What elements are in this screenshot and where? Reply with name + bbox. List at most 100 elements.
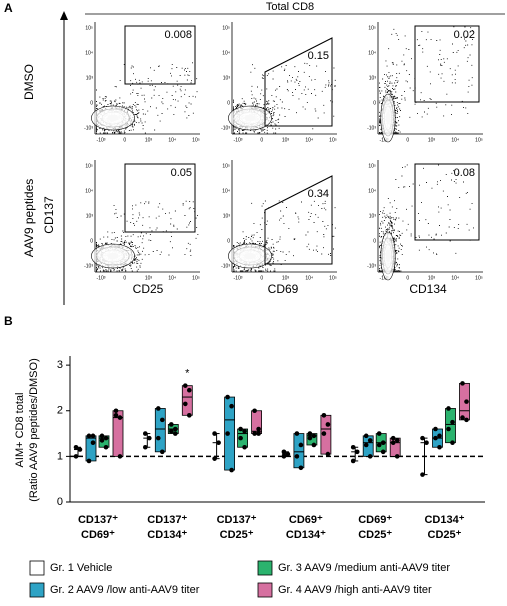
data-point: [281, 454, 287, 459]
data-point: [212, 431, 217, 436]
data-point: [433, 426, 438, 432]
data-point: [390, 440, 396, 445]
y-tick-label: 0: [57, 496, 63, 508]
row-label: AAV9 peptides: [22, 179, 36, 258]
data-point: [294, 431, 300, 436]
flow-y-tick-label: 10⁴: [368, 50, 376, 56]
data-point: [103, 444, 109, 450]
panel-title: Total CD8: [266, 1, 314, 13]
data-point: [307, 431, 313, 436]
flow-x-tick-label: -10³: [97, 137, 106, 143]
flow-y-tick-label: -10³: [367, 263, 376, 269]
contour: [380, 93, 396, 143]
flow-y-tick-label: 10⁴: [85, 50, 93, 56]
x-tick-label: CD137⁺: [78, 514, 118, 526]
flow-x-tick-label: 10⁴: [305, 137, 313, 143]
data-point: [420, 435, 425, 441]
data-point: [229, 403, 234, 409]
flow-y-tick-label: 10³: [86, 213, 94, 219]
box: [293, 433, 305, 469]
data-point: [117, 415, 123, 420]
gate: [264, 175, 333, 265]
y-tick-label: 2: [57, 405, 63, 417]
x-tick-label: CD25⁺: [220, 529, 254, 541]
data-point: [446, 426, 451, 432]
flow-x-tick-label: 10³: [282, 137, 290, 143]
data-point: [394, 454, 400, 459]
column-label: CD25: [133, 282, 164, 296]
flow-plot: 10⁵ 10⁴ 10³ 0 -10³ -10³ 0 10³ 10⁴ 10⁵ 0.05: [84, 160, 200, 281]
flow-x-tick-label: -10³: [234, 137, 243, 143]
data-point: [169, 422, 174, 427]
flow-y-tick-label: 0: [227, 238, 230, 244]
data-point: [390, 435, 396, 441]
data-point: [367, 454, 373, 459]
flow-x-tick-label: -10³: [234, 275, 243, 281]
data-point: [156, 406, 161, 411]
flow-x-tick-label: 0: [260, 275, 263, 281]
flow-y-tick-label: -10³: [221, 263, 230, 269]
x-tick-label: CD25⁺: [428, 529, 462, 541]
flow-y-tick-label: 10⁵: [85, 25, 93, 31]
data-point: [99, 438, 105, 443]
flow-x-tick-label: 10⁵: [329, 137, 337, 143]
flow-y-tick-label: 10⁵: [368, 163, 376, 169]
flow-y-tick-label: -10³: [221, 125, 230, 131]
data-point: [464, 417, 469, 423]
flow-y-tick-label: 10⁴: [222, 188, 230, 194]
flow-y-tick-label: 10³: [223, 75, 231, 81]
data-point: [285, 451, 291, 457]
gate: [414, 163, 480, 241]
flow-y-tick-label: 10³: [86, 75, 94, 81]
flow-y-tick-label: 10⁵: [368, 25, 376, 31]
data-point: [242, 428, 247, 434]
flow-x-tick-label: -10³: [380, 137, 389, 143]
data-point: [437, 433, 442, 439]
data-point: [90, 433, 96, 439]
data-point: [238, 426, 243, 432]
data-point: [464, 399, 469, 404]
data-point: [294, 454, 300, 459]
data-point: [242, 444, 247, 450]
flow-x-tick-label: 0: [260, 137, 263, 143]
data-point: [147, 435, 152, 441]
flow-y-tick-label: 0: [90, 100, 93, 106]
flow-y-tick-label: 0: [227, 100, 230, 106]
data-point: [187, 413, 192, 418]
data-point: [225, 431, 230, 436]
flow-x-tick-label: 10⁴: [451, 137, 459, 143]
x-tick-label: CD134⁺: [286, 529, 326, 541]
panel-label: A: [4, 1, 13, 15]
x-tick-label: CD69⁺: [289, 514, 323, 526]
flow-y-tick-label: 0: [373, 238, 376, 244]
flow-y-tick-label: 0: [373, 100, 376, 106]
flow-plot: 10⁵ 10⁴ 10³ 0 -10³ -10³ 0 10³ 10⁴ 10⁵ 0.34: [221, 160, 337, 281]
flow-x-tick-label: 10³: [428, 275, 436, 281]
column-label: CD134: [409, 282, 447, 296]
flow-plot: 10⁵ 10⁴ 10³ 0 -10³ -10³ 0 10³ 10⁴ 10⁵ 0.15: [221, 22, 337, 143]
data-point: [225, 394, 230, 400]
contour: [91, 105, 135, 131]
legend-swatch: [257, 560, 273, 576]
flow-x-tick-label: 10⁵: [192, 275, 200, 281]
data-point: [350, 444, 356, 450]
data-point: [252, 408, 257, 414]
data-point: [354, 449, 360, 455]
y-tick-label: 1: [57, 450, 63, 462]
data-point: [86, 458, 92, 464]
contour: [91, 243, 135, 269]
data-point: [311, 442, 317, 448]
data-point: [256, 431, 261, 436]
data-point: [160, 449, 165, 455]
data-point: [298, 465, 304, 471]
data-point: [460, 415, 465, 420]
data-point: [238, 435, 243, 441]
flow-plot: 10⁵ 10⁴ 10³ 0 -10³ -10³ 0 10³ 10⁴ 10⁵ 0.008: [84, 22, 200, 143]
data-point: [90, 440, 96, 445]
y-tick-label: 3: [57, 359, 63, 371]
flow-x-tick-label: -10³: [97, 275, 106, 281]
flow-x-tick-label: 10³: [282, 275, 290, 281]
gate: [414, 25, 480, 103]
data-point: [252, 431, 257, 436]
flow-x-tick-label: 10⁴: [451, 275, 459, 281]
